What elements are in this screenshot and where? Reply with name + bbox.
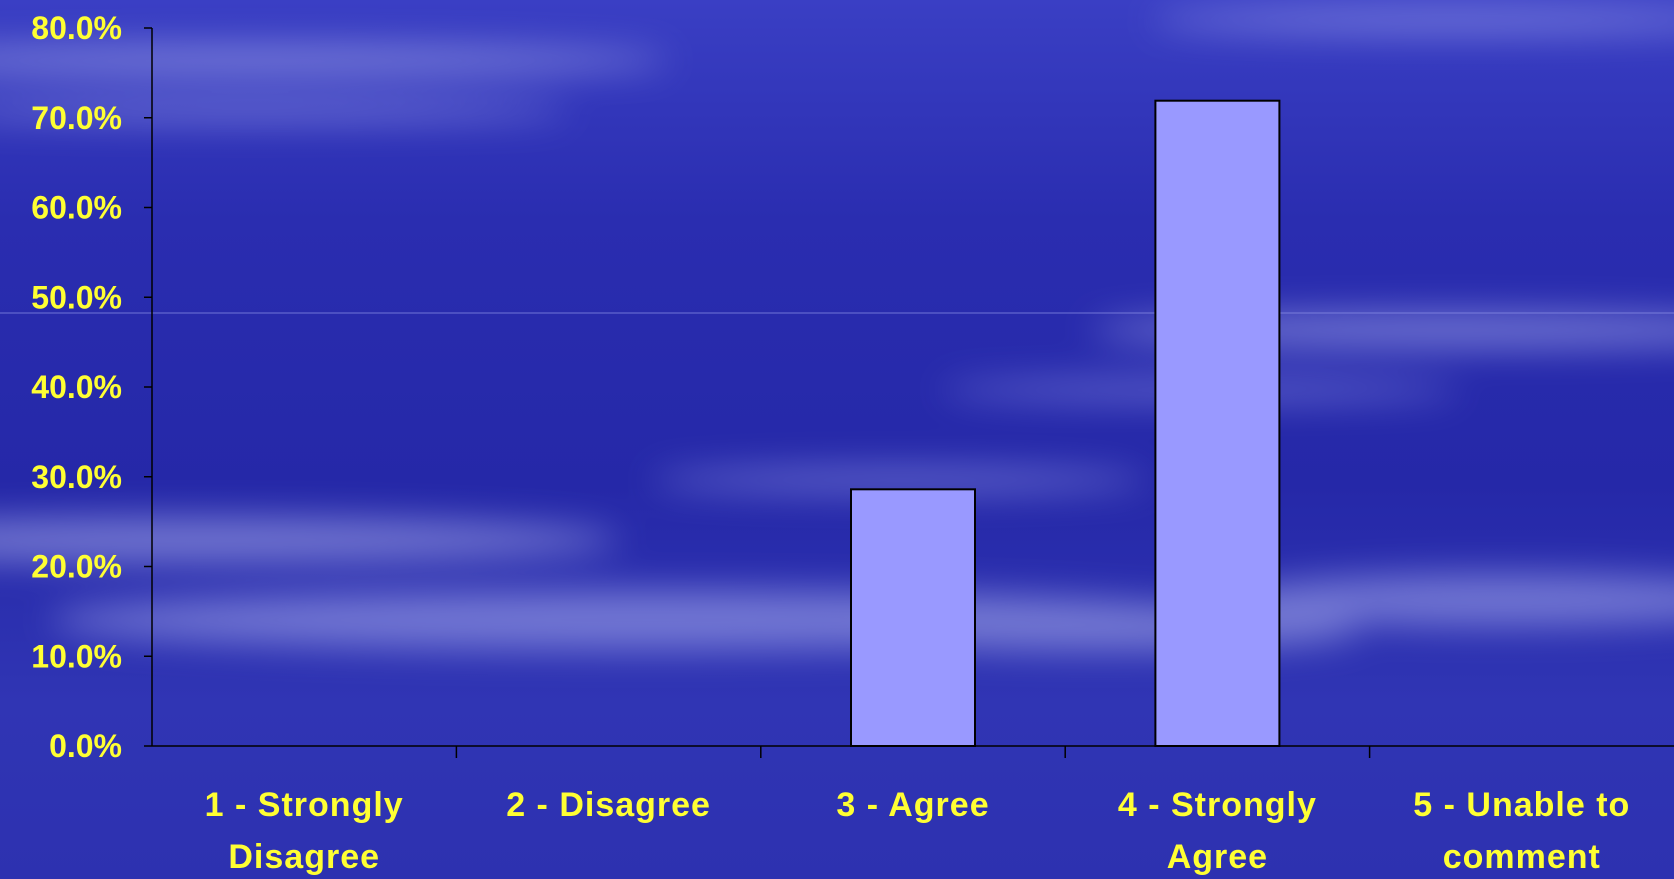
- y-tick-label: 60.0%: [31, 190, 122, 226]
- y-tick-label: 50.0%: [31, 279, 122, 315]
- x-category-label: 4 - Strongly Agree: [1118, 786, 1317, 876]
- x-category-label: 2 - Disagree: [506, 786, 711, 824]
- bar: [850, 488, 976, 747]
- cloud-decoration: [0, 8, 1674, 650]
- y-tick-label: 30.0%: [31, 459, 122, 495]
- x-category-label-line: Disagree: [228, 838, 380, 876]
- bar: [1154, 99, 1281, 747]
- x-category-label: 1 - Strongly Disagree: [205, 786, 404, 876]
- x-category-label-line: 5 - Unable to: [1413, 786, 1630, 824]
- x-category-label: 3 - Agree: [836, 786, 989, 824]
- y-tick-label: 10.0%: [31, 638, 122, 674]
- x-category-label-line: Agree: [1167, 838, 1268, 876]
- x-category-label-line: 3 - Agree: [836, 786, 989, 824]
- y-tick-label: 40.0%: [31, 369, 122, 405]
- y-tick-label: 20.0%: [31, 549, 122, 585]
- x-category-label-line: 4 - Strongly: [1118, 786, 1317, 824]
- x-category-label-line: 1 - Strongly: [205, 786, 404, 824]
- x-category-label-line: 2 - Disagree: [506, 786, 711, 824]
- y-tick-label: 80.0%: [31, 10, 122, 46]
- y-tick-label: 0.0%: [49, 728, 122, 764]
- y-tick-label: 70.0%: [31, 100, 122, 136]
- x-category-label-line: comment: [1443, 838, 1601, 876]
- x-category-label: 5 - Unable to comment: [1413, 786, 1630, 876]
